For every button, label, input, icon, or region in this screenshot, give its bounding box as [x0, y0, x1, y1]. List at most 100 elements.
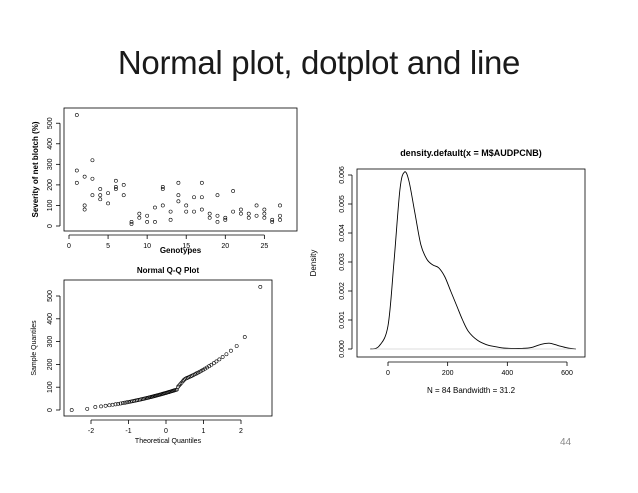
data-point: [176, 193, 181, 198]
y-tick-label: 100: [47, 381, 54, 393]
y-tick-label: 200: [47, 358, 54, 370]
data-point: [246, 211, 251, 216]
qq-point: [93, 405, 98, 409]
y-tick-label: 0.001: [339, 311, 346, 329]
qq-point: [113, 402, 118, 407]
x-axis-label: Theoretical Quantiles: [135, 438, 202, 445]
qq-point: [242, 335, 247, 339]
qq-point: [120, 401, 125, 405]
data-point: [168, 209, 173, 214]
data-point: [137, 215, 142, 220]
y-tick-label: 400: [47, 138, 54, 150]
y-tick-label: 0.006: [339, 166, 346, 184]
data-point: [82, 203, 87, 208]
data-point: [231, 209, 236, 214]
qq-point: [123, 400, 127, 405]
x-tick-label: 0: [67, 243, 71, 250]
data-point: [270, 217, 275, 222]
data-point: [278, 217, 282, 222]
data-point: [90, 158, 95, 163]
data-point: [231, 189, 236, 193]
data-point: [74, 113, 79, 117]
data-point: [262, 215, 267, 220]
x-axis-label: N = 84 Bandwidth = 31.2: [427, 386, 516, 395]
data-point: [239, 211, 243, 216]
data-point: [176, 199, 181, 204]
qq-point: [85, 406, 90, 411]
data-point: [121, 182, 126, 187]
y-tick-label: 200: [47, 179, 54, 191]
x-tick-label: -2: [88, 428, 94, 435]
y-tick-label: 0: [47, 408, 54, 412]
y-tick-label: 0.005: [339, 195, 346, 213]
y-tick-label: 500: [47, 290, 54, 302]
plot-frame: [63, 107, 298, 232]
data-point: [113, 178, 118, 183]
dotplot-chart: 0 5 10 15 20 25 0 100 200 300 400 500 Genotypes Sever…: [31, 107, 298, 255]
x-tick-label: 20: [221, 243, 229, 250]
page-number: 44: [560, 437, 572, 448]
data-point: [113, 185, 118, 189]
qq-point: [138, 397, 142, 402]
plot-frame: [356, 168, 586, 358]
slide-title: Normal plot, dotplot and line: [117, 44, 521, 81]
data-point: [106, 191, 110, 196]
data-point: [121, 193, 126, 198]
data-point: [160, 187, 165, 191]
data-point: [278, 203, 282, 208]
data-point: [74, 180, 79, 185]
data-point: [184, 209, 189, 214]
data-point: [168, 217, 173, 222]
qq-point: [220, 355, 225, 359]
data-point: [129, 222, 134, 226]
data-point: [184, 203, 189, 208]
data-point: [82, 174, 87, 179]
qq-point: [118, 401, 123, 406]
y-tick-label: 0.000: [339, 340, 346, 358]
data-point: [215, 219, 220, 224]
qq-point: [224, 352, 229, 357]
data-point: [192, 195, 196, 200]
y-axis-label: Density: [309, 250, 318, 277]
x-tick-label: 5: [106, 243, 110, 250]
qq-point: [203, 366, 207, 371]
density-chart: 0 200 400 600 0.000 0.001 0.002 0.003 0.004 0.005…: [309, 148, 586, 395]
qq-point: [258, 284, 263, 289]
qq-point: [234, 344, 239, 348]
data-point: [207, 215, 212, 220]
qq-point: [103, 403, 108, 408]
y-tick-label: 100: [47, 200, 54, 212]
x-tick-label: 400: [501, 370, 513, 377]
qq-chart: -2 -1 0 1 2 0 100 200 300 400 500 Theoretical Quant…: [31, 266, 273, 445]
data-point: [246, 215, 251, 220]
data-point: [278, 213, 282, 218]
y-tick-label: 400: [47, 313, 54, 325]
data-point: [192, 209, 196, 214]
qq-point: [99, 404, 103, 409]
y-tick-label: 300: [47, 336, 54, 348]
qq-point: [69, 408, 74, 412]
data-point: [153, 205, 157, 210]
data-point: [254, 203, 259, 208]
y-tick-label: 0.003: [339, 253, 346, 271]
data-point: [106, 201, 110, 206]
data-point: [215, 213, 220, 218]
data-point: [145, 213, 150, 218]
x-tick-label: 200: [442, 370, 454, 377]
data-point: [262, 211, 267, 216]
x-tick-label: -1: [125, 428, 131, 435]
x-tick-label: 1: [202, 428, 206, 435]
data-point: [113, 187, 118, 191]
qq-point: [214, 359, 219, 364]
data-point: [90, 176, 95, 181]
data-point: [82, 207, 87, 212]
data-point: [239, 207, 243, 212]
x-tick-label: 0: [164, 428, 168, 435]
x-tick-label: 25: [260, 243, 268, 250]
data-point: [215, 193, 220, 198]
data-point: [176, 180, 181, 185]
qq-point: [125, 400, 129, 405]
data-point: [129, 219, 134, 224]
data-point: [98, 193, 103, 198]
